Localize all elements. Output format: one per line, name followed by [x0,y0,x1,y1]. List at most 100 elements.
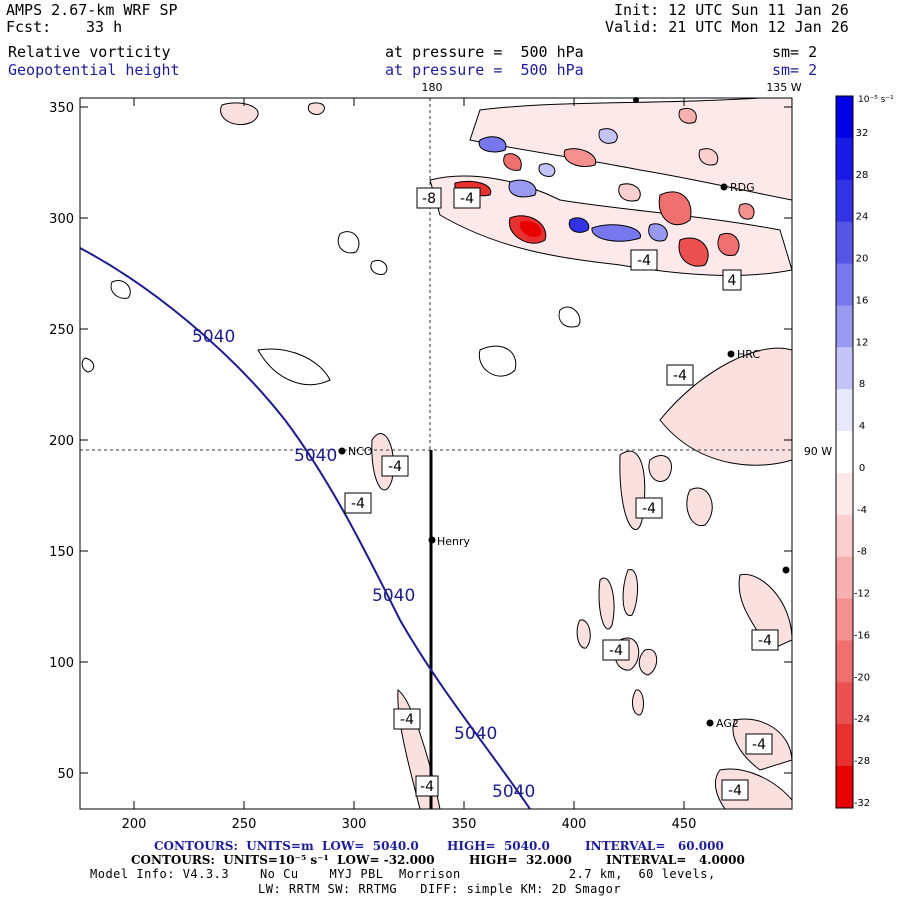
height-label: 5040 [372,586,415,606]
colorbar-block [836,640,853,683]
field2-smooth: sm= 2 [772,61,818,79]
colorbar-label: -32 [854,798,870,809]
x-tick-labels: 200 250 300 350 400 450 [122,817,697,832]
colorbar-label: 20 [856,254,869,265]
colorbar-block [836,598,853,641]
vorticity-labels: -8 -4 -4 -4 -4 4 -4 -4 -4 -4 -4 -4 -4 -4 [344,187,779,801]
station-marker [782,566,790,574]
colorbar-label: -24 [854,714,870,725]
footer-model-info-2: LW: RRTM SW: RRTMG DIFF: simple KM: 2D S… [258,882,622,896]
colorbar-block [836,179,853,223]
colorbar-unit: 10⁻⁵ s⁻¹ [858,95,894,105]
y-tick: 350 [49,101,74,116]
vort-label: -4 [752,737,766,753]
forecast-hours: 33 h [86,18,123,36]
vort-label: -4 [609,643,623,659]
station-marker [633,97,639,103]
vort-label: -4 [637,253,651,269]
colorbar-label: 0 [859,463,865,474]
vort-label: -4 [758,633,772,649]
vort-label: -4 [642,501,656,517]
geopotential-5040-contour [80,247,531,809]
colorbar-block [836,431,853,474]
y-tick: 50 [57,767,74,782]
height-labels: 5040 5040 5040 5040 5040 [192,327,535,802]
footer-height-contours: CONTOURS: UNITS=m LOW= 5040.0 [154,839,419,853]
field1-smooth: sm= 2 [772,43,818,61]
x-tick: 200 [122,817,147,832]
vort-label: -4 [728,783,742,799]
colorbar-block [836,347,853,390]
colorbar-labels: 32 28 24 20 16 12 8 4 0 -4 -8 -12 -16 -20 -24 -28 -32 [854,128,870,809]
vort-label: -4 [673,368,687,384]
vort-label: 4 [728,273,737,289]
colorbar-block [836,305,853,348]
station-marker [720,183,728,191]
x-tick: 350 [452,817,477,832]
x-tick: 300 [342,817,367,832]
station-label: AG2 [716,717,739,730]
stations: NCO Henry RDG HRC AG2 [338,97,790,730]
colorbar-label: 4 [859,421,865,432]
footer-vort-interval: INTERVAL= 4.0000 [606,853,745,867]
colorbar-label: 16 [856,295,869,306]
station-marker [727,350,735,358]
colorbar-label: -4 [857,505,867,516]
field1-name: Relative vorticity [8,43,171,61]
colorbar-block [836,389,853,432]
footer-model-info: Model Info: V4.3.3 No Cu MYJ PBL Morriso… [90,867,716,881]
footer-height-interval: INTERVAL= 60.000 [585,839,724,853]
colorbar-blocks [836,96,853,809]
lon-label-90w: 90 W [804,445,832,458]
valid-time: Valid: 21 UTC Mon 12 Jan 26 [605,18,849,36]
y-tick-labels: 50 100 150 200 250 300 350 [49,101,74,782]
colorbar-block [836,682,853,725]
station-label: Henry [437,535,471,548]
vort-label: -4 [351,496,365,512]
y-tick: 200 [49,434,74,449]
x-tick: 400 [562,817,587,832]
footer-height-high: HIGH= 5040.0 [447,839,550,853]
zero-contours [81,231,581,385]
y-tick: 250 [49,323,74,338]
y-tick: 150 [49,545,74,560]
vort-label: -4 [400,712,414,728]
lon-label-135w: 135 W [766,81,801,94]
height-label: 5040 [294,446,337,466]
vort-label: -4 [460,191,474,207]
storm-cluster [429,98,792,276]
colorbar-label: -12 [854,589,870,600]
colorbar-label: -16 [854,630,870,641]
colorbar-block [836,221,853,265]
colorbar-block [836,96,853,139]
forecast-label: Fcst: [6,18,52,36]
colorbar-label: 12 [856,337,869,348]
colorbar-block [836,556,853,600]
model-title: AMPS 2.67-km WRF SP [6,1,178,19]
colorbar-block [836,514,853,558]
colorbar-label: -8 [857,547,867,558]
station-marker [706,719,714,727]
vort-label: -8 [422,191,436,207]
colorbar-block [836,137,853,181]
colorbar-label: 24 [856,212,869,223]
colorbar-label: -20 [854,672,870,683]
field1-level: at pressure = 500 hPa [385,43,584,61]
station-label: NCO [348,445,373,458]
station-label: HRC [737,348,760,361]
footer-vort-contours: CONTOURS: UNITS=10⁻⁵ s⁻¹ LOW= -32.000 [131,853,435,867]
colorbar: 10⁻⁵ s⁻¹ 32 28 24 20 16 12 8 4 0 -4 -8 -12 -16 -20 -24… [835,95,894,809]
station-label: RDG [730,181,755,194]
height-label: 5040 [492,782,535,802]
lon-label-180: 180 [422,81,443,94]
colorbar-block [836,472,853,516]
axis-ticks [80,98,792,809]
x-tick: 250 [232,817,257,832]
init-time: Init: 12 UTC Sun 11 Jan 26 [614,1,849,19]
vort-label: -4 [388,459,402,475]
field2-name: Geopotential height [8,61,180,79]
x-tick: 450 [672,817,697,832]
y-tick: 100 [49,656,74,671]
map-field-layer [80,98,792,809]
